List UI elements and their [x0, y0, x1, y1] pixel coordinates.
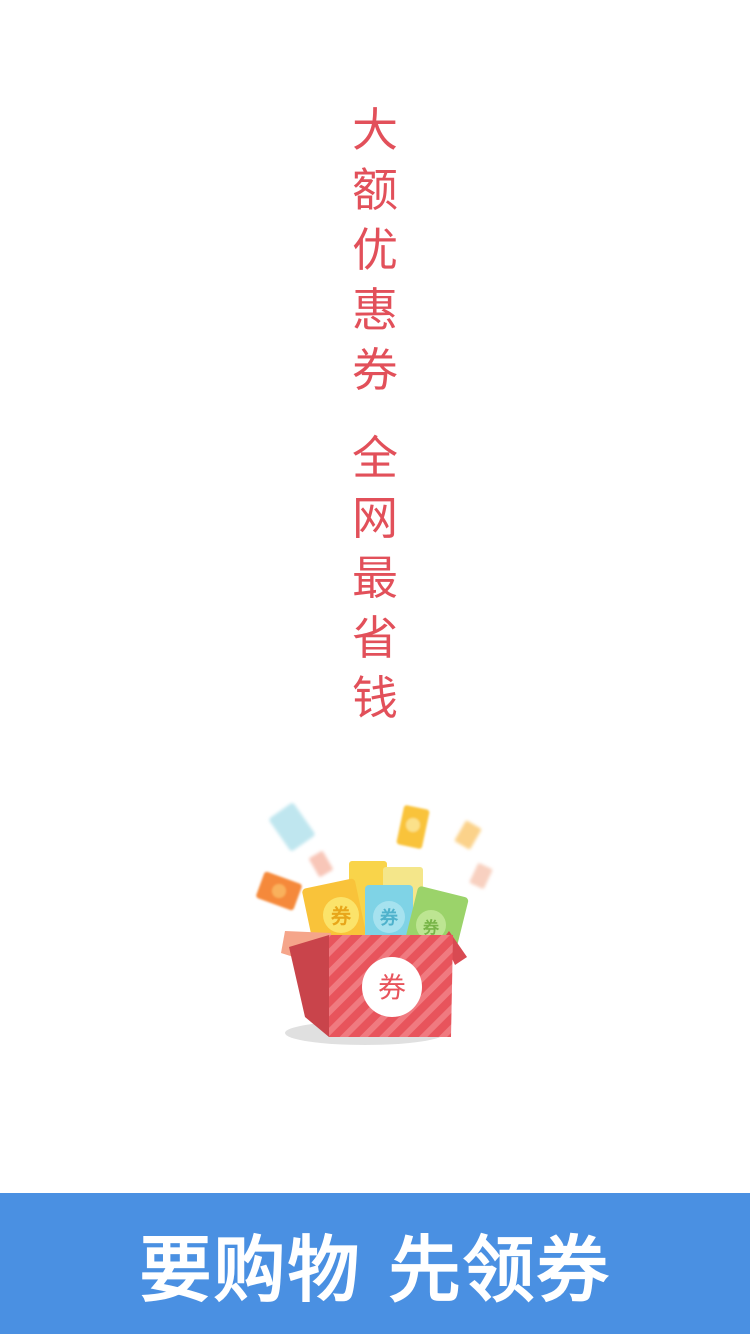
coupon-label: 券: [379, 907, 399, 929]
flying-coupon: [269, 803, 315, 851]
get-coupon-banner[interactable]: 要购物 先领券: [0, 1193, 750, 1334]
coupon-gift-box-icon: 券 券 券 券: [245, 795, 505, 1055]
slogan-char: 券: [352, 343, 398, 397]
slogan-char: 最: [352, 551, 398, 605]
slogan-char: 大: [352, 103, 398, 157]
flying-coupon: [309, 851, 333, 877]
slogan-char: 网: [352, 491, 398, 545]
slogan-char: 省: [352, 611, 398, 665]
flying-coupon: [256, 871, 302, 911]
slogan-char: 钱: [352, 671, 398, 725]
slogan-char: 额: [352, 163, 398, 217]
flying-coupon: [469, 863, 493, 889]
slogan-char: 惠: [352, 283, 398, 337]
coupon-label: 券: [422, 918, 440, 937]
slogan-char: 优: [352, 223, 398, 277]
flying-coupon: [454, 820, 482, 850]
slogan-line-2: 全 网 最 省 钱: [0, 428, 750, 728]
coupon-label: 券: [330, 904, 352, 928]
box-label: 券: [378, 971, 406, 1004]
slogan-char: 全: [352, 431, 398, 485]
slogan-line-1: 大 额 优 惠 券: [0, 100, 750, 400]
banner-text: 要购物 先领券: [139, 1228, 611, 1312]
flying-coupon: [396, 805, 430, 849]
